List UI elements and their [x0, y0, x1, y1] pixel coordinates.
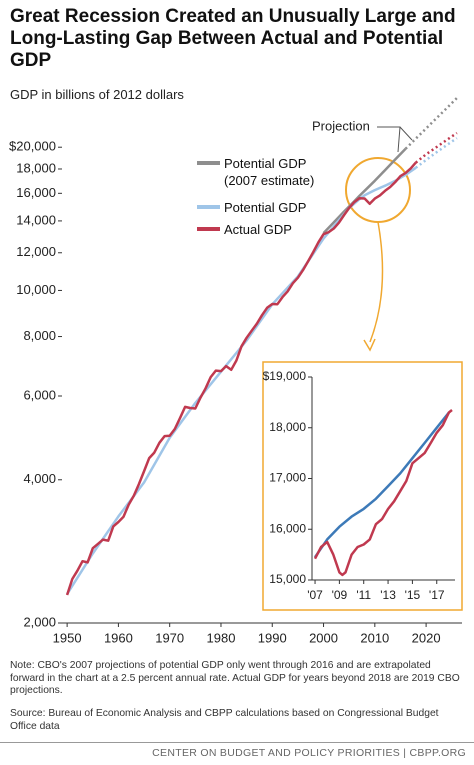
y-tick-label: 10,000 [16, 282, 56, 297]
projection-pointer [377, 126, 413, 153]
y-tick-label: 16,000 [269, 521, 306, 535]
x-tick-label: 2010 [360, 630, 389, 645]
y-tick-label: $20,000 [9, 139, 56, 154]
x-tick-label: 2020 [412, 630, 441, 645]
chart-title: Great Recession Created an Unusually Lar… [10, 6, 456, 71]
projection-line [415, 137, 458, 169]
arrow-head [363, 338, 376, 352]
y-tick-label: 8,000 [23, 328, 56, 343]
x-tick-label: '17 [429, 588, 445, 602]
x-tick-label: 1970 [155, 630, 184, 645]
x-tick-label: 1950 [53, 630, 82, 645]
footer: CENTER ON BUDGET AND POLICY PRIORITIES |… [152, 747, 466, 759]
x-tick-label: 1960 [104, 630, 133, 645]
series-line [322, 147, 407, 234]
series-line [65, 161, 417, 596]
inset-box [262, 361, 463, 611]
y-tick-label: 4,000 [23, 471, 56, 486]
y-tick-label: 14,000 [16, 212, 56, 227]
legend-entry: Potential GDP (2007 estimate) [224, 156, 315, 188]
y-tick-label: 16,000 [16, 185, 56, 200]
legend-entry: Actual GDP [224, 222, 292, 237]
divider [0, 742, 474, 743]
y-tick-label: 18,000 [269, 420, 306, 434]
y-tick-label: $19,000 [263, 369, 307, 383]
x-tick-label: 2000 [309, 630, 338, 645]
y-tick-label: 18,000 [16, 160, 56, 175]
series-line [313, 411, 450, 558]
x-tick-label: '13 [380, 588, 396, 602]
projection-line [415, 131, 458, 164]
x-tick-label: '15 [405, 588, 421, 602]
x-tick-label: '09 [332, 588, 348, 602]
note: Note: CBO's 2007 projections of potentia… [10, 660, 460, 696]
y-tick-label: 15,000 [269, 572, 306, 586]
y-tick-label: 2,000 [23, 614, 56, 629]
legend-entry: Potential GDP [224, 200, 307, 215]
annotation: Projection [312, 118, 370, 133]
series-line [313, 409, 453, 577]
y-tick-label: 12,000 [16, 244, 56, 259]
x-tick-label: '11 [356, 588, 371, 602]
source: Source: Bureau of Economic Analysis and … [10, 708, 439, 732]
x-tick-label: '07 [307, 588, 323, 602]
subtitle: GDP in billions of 2012 dollars [10, 87, 184, 102]
y-tick-label: 17,000 [269, 471, 306, 485]
y-tick-label: 6,000 [23, 387, 56, 402]
arrow [369, 221, 384, 343]
x-tick-label: 1990 [258, 630, 287, 645]
projection-line [404, 97, 458, 150]
x-tick-label: 1980 [207, 630, 236, 645]
